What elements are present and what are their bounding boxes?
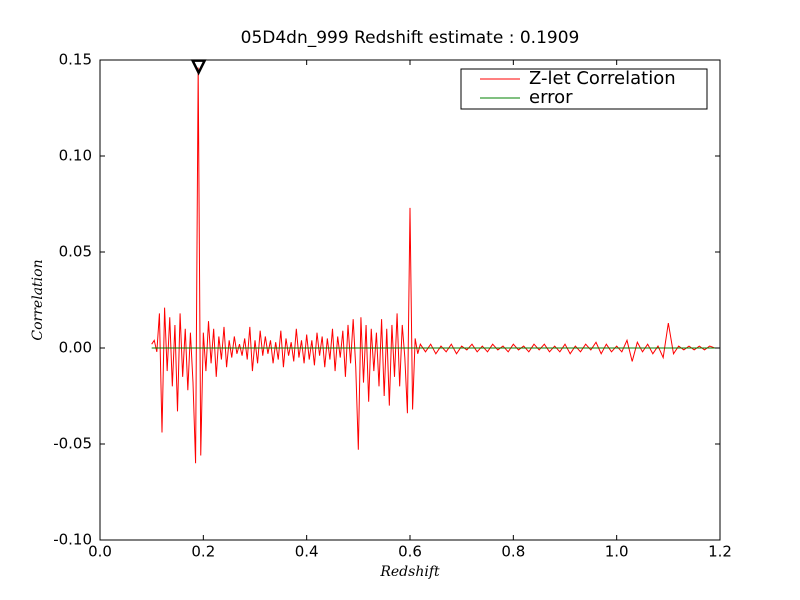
plot-area (151, 67, 720, 464)
legend-label: error (529, 87, 573, 108)
x-axis-label: Redshift (379, 564, 440, 580)
y-tick-label: 0.05 (59, 243, 92, 261)
peak-marker (190, 59, 207, 76)
x-tick-label: 1.2 (708, 543, 732, 561)
x-tick-label: 0.0 (88, 543, 112, 561)
x-tick-label: 0.4 (295, 543, 319, 561)
series-line (151, 67, 720, 464)
x-tick-label: 0.8 (501, 543, 525, 561)
y-tick-label: -0.05 (53, 435, 92, 453)
y-tick-label: 0.00 (59, 339, 92, 357)
y-tick-label: 0.15 (59, 51, 92, 69)
y-axis-label: Correlation (30, 259, 46, 340)
x-tick-label: 0.2 (191, 543, 215, 561)
chart-title: 05D4dn_999 Redshift estimate : 0.1909 (241, 28, 580, 48)
y-tick-label: 0.10 (59, 147, 92, 165)
legend-box (460, 68, 708, 110)
x-tick-label: 0.6 (398, 543, 422, 561)
legend-label: Z-let Correlation (529, 68, 676, 89)
y-tick-label: -0.10 (53, 531, 92, 549)
x-tick-label: 1.0 (605, 543, 629, 561)
